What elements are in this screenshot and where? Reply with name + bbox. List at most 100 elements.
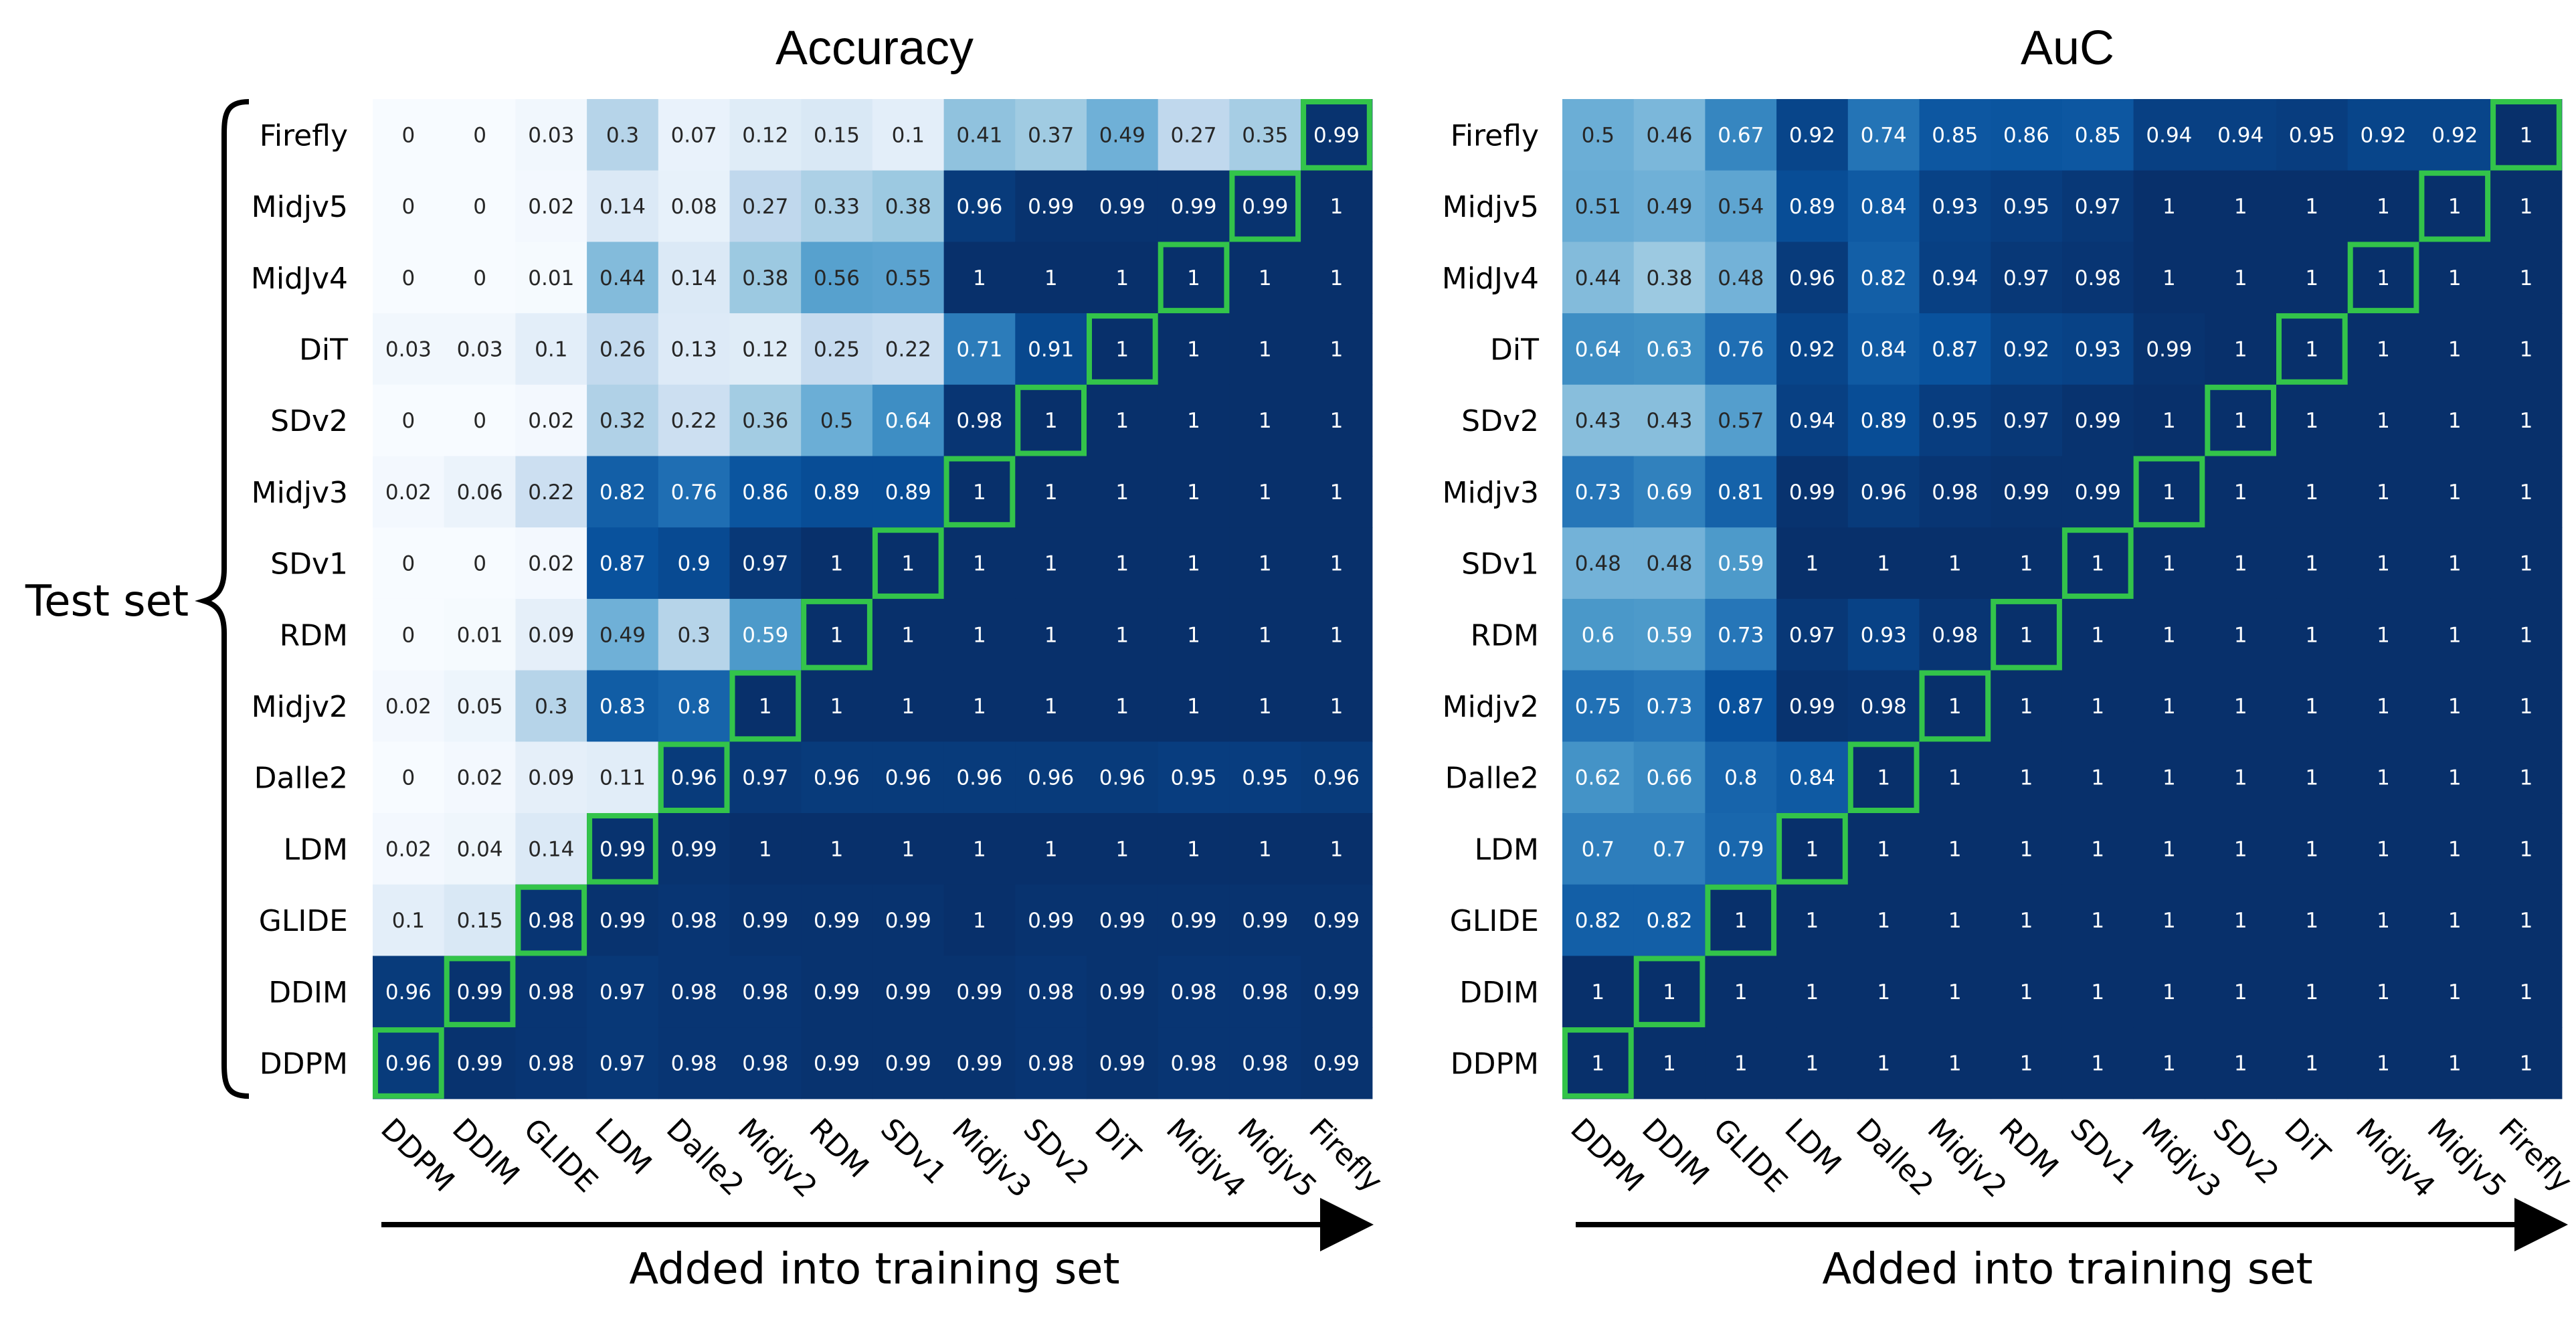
accuracy-cell-label: 0.99 — [814, 909, 860, 933]
accuracy-cell-label: 0.03 — [457, 338, 503, 362]
auc-cell — [1919, 670, 1991, 742]
auc-x-tick-label: Midjv4 — [2349, 1112, 2442, 1205]
auc-cell-label: 1 — [1948, 980, 1962, 1004]
accuracy-cell-label: 0.96 — [1099, 766, 1145, 790]
auc-y-tick-label: Midjv3 — [1443, 476, 1539, 510]
accuracy-cell-label: 0.99 — [600, 837, 646, 861]
auc-cell-label: 0.64 — [1575, 338, 1621, 362]
auc-cell — [1633, 670, 1706, 742]
accuracy-cell-label: 0.87 — [600, 552, 646, 576]
auc-cell-label: 1 — [2520, 195, 2533, 219]
auc-cell-label: 0.48 — [1646, 552, 1692, 576]
accuracy-cell — [729, 598, 802, 671]
auc-cell-label: 0.76 — [1718, 338, 1764, 362]
auc-cell — [1847, 527, 1920, 600]
auc-cell-label: 1 — [1948, 552, 1962, 576]
accuracy-cell — [373, 456, 445, 528]
accuracy-cell — [872, 242, 945, 314]
auc-cell-label: 0.96 — [1861, 480, 1907, 505]
accuracy-cell — [729, 313, 802, 385]
accuracy-cell-label: 0.99 — [1242, 909, 1288, 933]
auc-cell-label: 1 — [2448, 623, 2462, 647]
accuracy-cell — [1301, 242, 1373, 314]
accuracy-highlight-box — [1015, 384, 1087, 456]
auc-cell-label: 1 — [1734, 1052, 1748, 1076]
accuracy-highlight-box — [587, 813, 658, 885]
accuracy-cell-label: 0.25 — [814, 338, 860, 362]
accuracy-cell — [658, 313, 731, 385]
accuracy-cell-label: 0.99 — [1099, 909, 1145, 933]
accuracy-cell-label: 1 — [901, 837, 915, 861]
auc-cell-label: 1 — [2305, 409, 2318, 433]
accuracy-cell — [1158, 313, 1230, 385]
accuracy-cell — [1087, 527, 1159, 600]
auc-cell-label: 0.74 — [1861, 123, 1907, 147]
auc-cell — [2490, 527, 2563, 600]
auc-cell — [1776, 956, 1849, 1028]
accuracy-cell-label: 0.98 — [528, 909, 574, 933]
auc-cell — [2133, 170, 2205, 242]
accuracy-cell — [1158, 384, 1230, 457]
auc-cell — [1633, 170, 1706, 242]
auc-cell — [2205, 242, 2277, 314]
accuracy-cell — [1015, 527, 1087, 600]
auc-cell — [1705, 1027, 1777, 1099]
accuracy-cell — [1087, 741, 1159, 814]
accuracy-cell-label: 0.99 — [457, 980, 503, 1004]
accuracy-cell — [373, 670, 445, 742]
accuracy-cell — [373, 170, 445, 242]
auc-cell — [1991, 313, 2063, 385]
accuracy-cell-label: 1 — [1330, 266, 1344, 290]
auc-cell — [2276, 242, 2349, 314]
accuracy-cell-label: 0.98 — [528, 980, 574, 1004]
auc-x-tick-label: Dalle2 — [1849, 1112, 1940, 1203]
accuracy-cell — [1087, 884, 1159, 956]
auc-cell-label: 1 — [2377, 766, 2390, 790]
auc-cell-label: 0.63 — [1646, 338, 1692, 362]
auc-cell-label: 0.86 — [2003, 123, 2049, 147]
accuracy-cell-label: 1 — [973, 480, 986, 505]
auc-cell — [2490, 670, 2563, 742]
auc-cell-label: 1 — [2305, 552, 2318, 576]
auc-cell — [2276, 884, 2349, 956]
accuracy-cell — [373, 1027, 445, 1099]
accuracy-cell — [1158, 813, 1230, 885]
accuracy-cell-label: 0.02 — [385, 837, 432, 861]
auc-cell-label: 1 — [2163, 695, 2176, 719]
auc-cell-label: 1 — [2163, 552, 2176, 576]
accuracy-cell — [1015, 741, 1087, 814]
accuracy-cell-label: 0.71 — [956, 338, 1002, 362]
auc-cell — [1847, 598, 1920, 671]
accuracy-cell — [587, 527, 659, 600]
accuracy-cell-label: 0.97 — [600, 980, 646, 1004]
accuracy-cell — [1229, 99, 1301, 171]
auc-cell-label: 1 — [2448, 909, 2462, 933]
auc-cell — [1776, 884, 1849, 956]
auc-cell-label: 0.7 — [1582, 837, 1615, 861]
accuracy-cell-label: 0.49 — [1099, 123, 1145, 147]
accuracy-cell-label: 0.3 — [677, 623, 710, 647]
accuracy-cell — [1015, 384, 1087, 457]
accuracy-cell — [1087, 956, 1159, 1028]
auc-x-tick-label: SDv1 — [2063, 1112, 2142, 1191]
accuracy-cell — [444, 813, 516, 885]
auc-cell — [1776, 1027, 1849, 1099]
accuracy-cell — [872, 313, 945, 385]
auc-y-tick-label: DiT — [1490, 333, 1539, 367]
auc-cell-label: 1 — [2448, 552, 2462, 576]
auc-cell — [1562, 884, 1635, 956]
auc-cell — [2347, 1027, 2419, 1099]
accuracy-cell — [943, 527, 1016, 600]
auc-highlight-box — [2133, 456, 2205, 528]
auc-cell-label: 0.99 — [2075, 480, 2121, 505]
auc-cell — [1991, 741, 2063, 814]
auc-cell — [1776, 99, 1849, 171]
auc-cell-label: 1 — [2234, 837, 2247, 861]
accuracy-cell-label: 0.98 — [671, 980, 717, 1004]
auc-cell — [2133, 527, 2205, 600]
auc-cell-label: 1 — [2091, 695, 2104, 719]
accuracy-cell — [1229, 813, 1301, 885]
accuracy-cell-label: 0.22 — [671, 409, 717, 433]
accuracy-highlight-box — [515, 884, 587, 956]
accuracy-cell — [658, 598, 731, 671]
